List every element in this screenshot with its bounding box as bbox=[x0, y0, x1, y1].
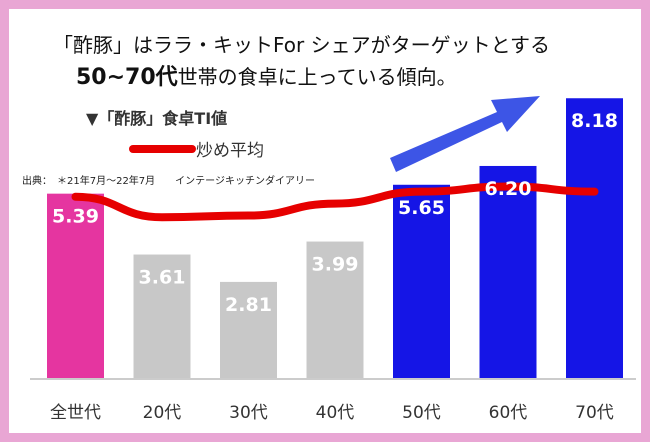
x-tick-label-6: 70代 bbox=[575, 403, 614, 423]
data-label-1: 3.61 bbox=[139, 267, 186, 289]
data-label-0: 5.39 bbox=[52, 206, 99, 228]
bar-2 bbox=[220, 281, 277, 378]
x-tick-label-1: 20代 bbox=[143, 403, 182, 423]
bar-3 bbox=[306, 241, 364, 378]
data-label-5: 6.20 bbox=[485, 178, 532, 200]
x-tick-label-2: 30代 bbox=[229, 403, 268, 423]
bar-6 bbox=[566, 98, 623, 378]
x-tick-label-5: 60代 bbox=[489, 403, 528, 423]
bar-1 bbox=[133, 254, 191, 378]
data-label-2: 2.81 bbox=[225, 294, 272, 316]
headline-line1: 「酢豚」はララ・キットFor シェアがターゲットとする bbox=[53, 33, 550, 57]
trend-arrow-icon bbox=[390, 96, 540, 172]
data-label-3: 3.99 bbox=[312, 254, 359, 276]
headline-line2-rest: 世帯の食卓に上っている傾向。 bbox=[178, 65, 457, 89]
source-note: 出典： ＊21年7月～22年7月 インテージキッチンダイアリー bbox=[22, 174, 315, 187]
x-tick-label-0: 全世代 bbox=[50, 403, 101, 423]
bar-4 bbox=[393, 184, 450, 378]
data-label-4: 5.65 bbox=[398, 197, 445, 219]
bar-5 bbox=[479, 165, 537, 378]
average-line bbox=[71, 182, 599, 222]
headline-line2-bold: 50~70代 bbox=[76, 65, 178, 90]
legend-bar-label: ▼「酢豚」食卓TI値 bbox=[86, 109, 227, 128]
x-tick-label-3: 40代 bbox=[316, 403, 355, 423]
x-tick-label-4: 50代 bbox=[402, 403, 441, 423]
data-label-6: 8.18 bbox=[571, 110, 618, 132]
legend-line-label: 炒め平均 bbox=[196, 141, 264, 161]
headline-line2: 50~70代世帯の食卓に上っている傾向。 bbox=[76, 65, 457, 90]
bar-0 bbox=[47, 193, 104, 378]
